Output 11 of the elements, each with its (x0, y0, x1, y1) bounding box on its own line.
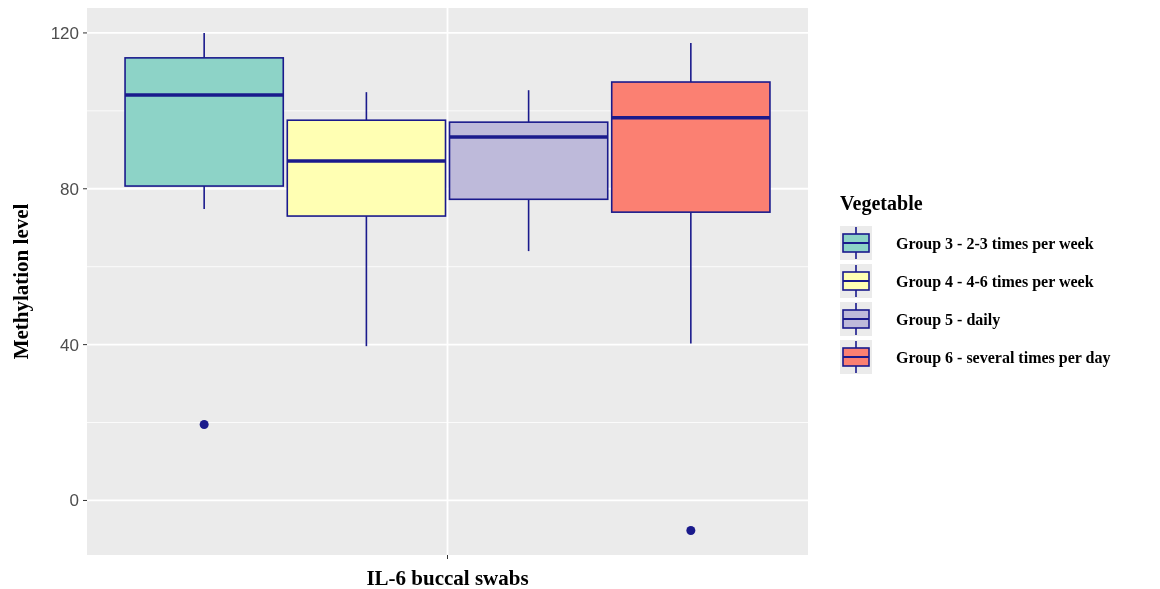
y-tick-label: 80 (60, 179, 79, 199)
x-axis-title: IL-6 buccal swabs (366, 566, 529, 589)
legend-label: Group 6 - several times per day (896, 348, 1111, 367)
y-tick-label: 0 (69, 491, 79, 511)
y-tick-label: 120 (50, 23, 79, 43)
legend-label: Group 3 - 2-3 times per week (896, 234, 1094, 253)
legend-title: Vegetable (840, 192, 923, 215)
legend-label: Group 4 - 4-6 times per week (896, 272, 1094, 291)
y-tick-label: 40 (60, 335, 79, 355)
y-axis-title: Methylation level (9, 203, 33, 360)
legend-label: Group 5 - daily (896, 310, 1001, 329)
